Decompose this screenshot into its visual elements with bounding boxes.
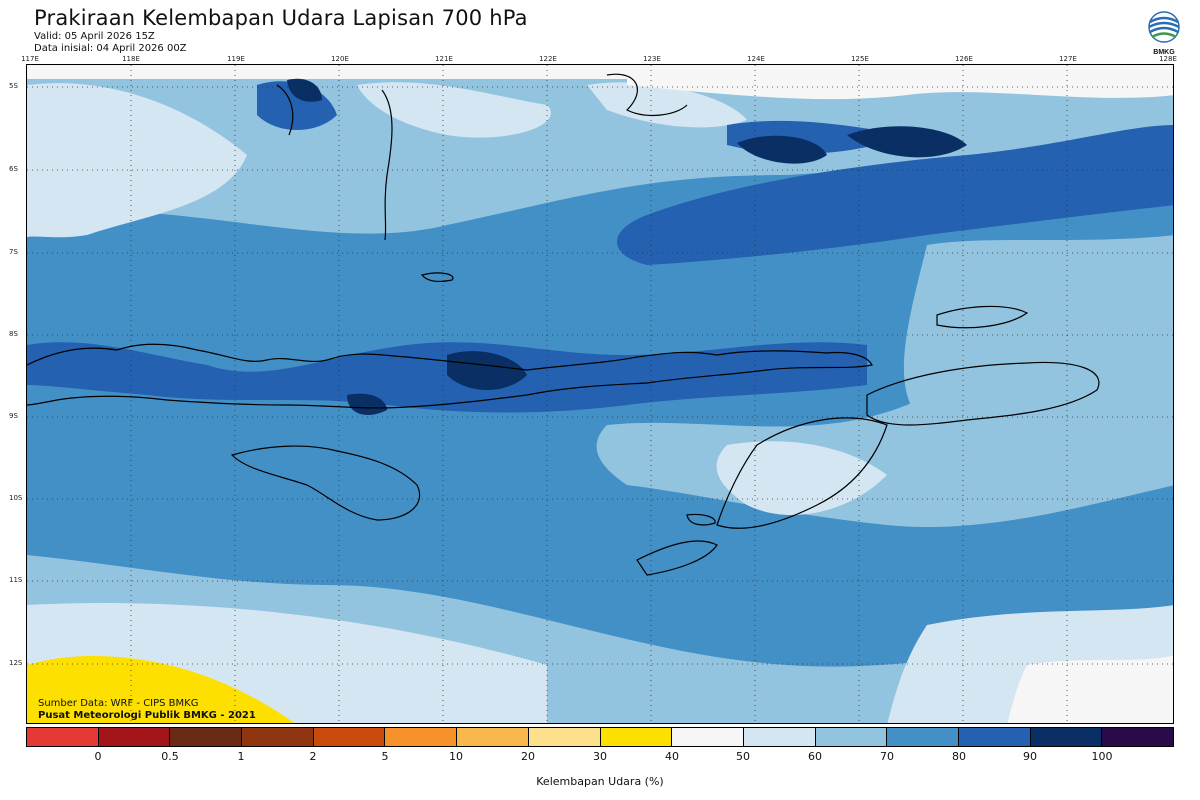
- colorbar-swatch: [98, 728, 171, 746]
- colorbar-tick: 100: [1091, 750, 1113, 763]
- lat-label: 11S: [9, 576, 23, 584]
- colorbar-swatch: [385, 728, 458, 746]
- colorbar-title: Kelembapan Udara (%): [536, 775, 664, 788]
- colorbar-swatch: [743, 728, 816, 746]
- colorbar-tick: 30: [593, 750, 607, 763]
- lon-label: 118E: [122, 55, 140, 63]
- lat-label: 9S: [9, 412, 18, 420]
- lon-label: 121E: [435, 55, 453, 63]
- lon-label: 122E: [539, 55, 557, 63]
- humidity-map[interactable]: [26, 64, 1174, 724]
- humidity-field: [27, 65, 1173, 723]
- lon-label: 126E: [955, 55, 973, 63]
- colorbar-tick: 60: [808, 750, 822, 763]
- agency-credit: Pusat Meteorologi Publik BMKG - 2021: [38, 710, 256, 721]
- lat-label: 8S: [9, 330, 18, 338]
- lon-label: 117E: [21, 55, 39, 63]
- colorbar-swatch: [528, 728, 601, 746]
- colorbar-tick: 40: [665, 750, 679, 763]
- lat-label: 6S: [9, 165, 18, 173]
- lon-label: 124E: [747, 55, 765, 63]
- lat-label: 10S: [9, 494, 23, 502]
- valid-time: Valid: 05 April 2026 15Z: [34, 31, 155, 42]
- colorbar-tick: 70: [880, 750, 894, 763]
- colorbar-tick: 20: [521, 750, 535, 763]
- lon-label: 128E: [1159, 55, 1177, 63]
- lon-label: 127E: [1059, 55, 1077, 63]
- colorbar-tick: 5: [381, 750, 389, 763]
- colorbar-tick: 80: [952, 750, 966, 763]
- colorbar-tick: 1: [237, 750, 245, 763]
- colorbar-tick: 90: [1023, 750, 1037, 763]
- colorbar-tick: 50: [736, 750, 750, 763]
- lat-label: 5S: [9, 82, 18, 90]
- colorbar-swatch: [242, 728, 314, 746]
- init-time: Data inisial: 04 April 2026 00Z: [34, 43, 187, 54]
- colorbar-tick: 0.5: [161, 750, 179, 763]
- colorbar-swatch: [313, 728, 386, 746]
- colorbar-swatch: [170, 728, 243, 746]
- data-source: Sumber Data: WRF - CIPS BMKG: [38, 698, 199, 709]
- colorbar-swatch: [600, 728, 673, 746]
- bmkg-logo-icon: BMKG: [1148, 11, 1180, 56]
- colorbar-swatch: [815, 728, 888, 746]
- colorbar-swatch: [1030, 728, 1103, 746]
- colorbar-swatch: [887, 728, 959, 746]
- colorbar-tick: 10: [449, 750, 463, 763]
- colorbar-swatch: [27, 728, 99, 746]
- lon-label: 123E: [643, 55, 661, 63]
- colorbar-tick: 2: [309, 750, 317, 763]
- colorbar-swatch: [958, 728, 1031, 746]
- colorbar-swatch: [457, 728, 529, 746]
- lat-label: 7S: [9, 248, 18, 256]
- colorbar: [26, 727, 1174, 747]
- logo-text: BMKG: [1153, 49, 1175, 56]
- colorbar-swatch: [1102, 728, 1173, 746]
- page-title: Prakiraan Kelembapan Udara Lapisan 700 h…: [34, 6, 528, 30]
- lat-label: 12S: [9, 659, 23, 667]
- colorbar-tick: 0: [94, 750, 102, 763]
- lon-label: 119E: [227, 55, 245, 63]
- colorbar-swatch: [672, 728, 744, 746]
- lon-label: 120E: [331, 55, 349, 63]
- lon-label: 125E: [851, 55, 869, 63]
